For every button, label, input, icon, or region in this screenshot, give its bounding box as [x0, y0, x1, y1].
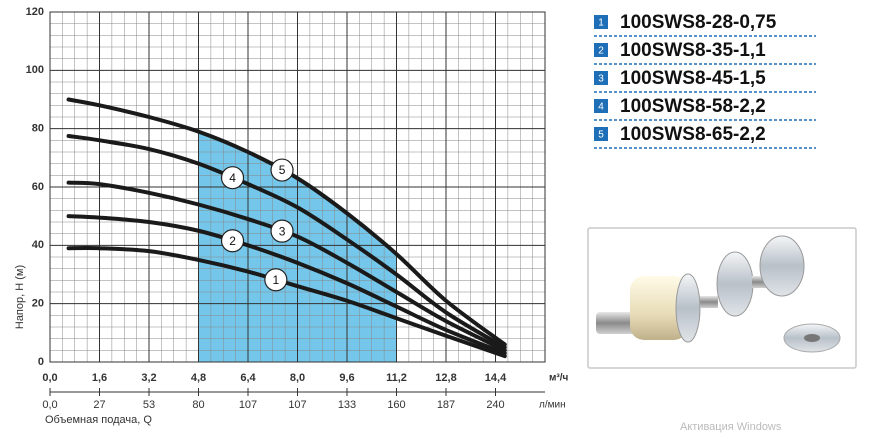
- x-tick-label: 11,2: [386, 372, 407, 384]
- curve-marker-label: 3: [279, 224, 286, 238]
- x-axis-label: Объемная подача, Q: [45, 414, 152, 426]
- x-tick-label: 8,0: [290, 372, 305, 384]
- curve-marker-label: 1: [273, 273, 280, 287]
- curve-marker: [220, 229, 245, 253]
- legend-label: 100SWS8-58-2,2: [620, 96, 766, 117]
- y-tick-label: 120: [26, 6, 44, 18]
- x2-tick-label: 0,0: [42, 399, 57, 411]
- y-tick-label: 0: [38, 356, 44, 368]
- legend-label: 100SWS8-28-0,75: [620, 12, 777, 33]
- x-tick-label: 0,0: [42, 372, 57, 384]
- curve: [66, 133, 507, 350]
- x-tick-label: 1,6: [92, 372, 107, 384]
- legend-label: 100SWS8-35-1,1: [620, 40, 766, 61]
- x-tick-label: 3,2: [141, 372, 156, 384]
- pump-photo: [587, 227, 857, 369]
- x-unit: м³/ч: [549, 373, 569, 384]
- x2-tick-label: 187: [437, 399, 455, 411]
- curve-marker: [270, 219, 294, 243]
- x2-tick-label: 160: [387, 399, 405, 411]
- legend-number: 4: [598, 102, 604, 113]
- legend-number: 3: [598, 74, 604, 85]
- x-tick-label: 6,4: [240, 372, 256, 384]
- y-tick-label: 100: [26, 64, 44, 76]
- x-tick-label: 9,6: [339, 372, 354, 384]
- curve-marker: [264, 268, 288, 292]
- legend-box: [594, 43, 608, 57]
- legend-label: 100SWS8-65-2,2: [620, 124, 766, 145]
- y-tick-label: 60: [32, 181, 44, 193]
- y-tick-label: 20: [32, 298, 44, 310]
- legend-box: [594, 71, 608, 85]
- curve-marker-label: 2: [229, 234, 236, 248]
- x2-tick-label: 107: [239, 399, 257, 411]
- x-tick-label: 12,8: [435, 372, 456, 384]
- curve-marker: [220, 166, 245, 190]
- x-tick-label: 4,8: [191, 372, 206, 384]
- legend-box: [594, 99, 608, 113]
- y-tick-label: 40: [32, 239, 44, 251]
- x2-tick-label: 27: [93, 399, 105, 411]
- watermark: Активация Windows: [680, 421, 782, 433]
- y-axis-label: Напор, H (м): [14, 265, 26, 329]
- x-tick-label: 14,4: [485, 372, 507, 384]
- x2-tick-label: 240: [486, 399, 504, 411]
- x2-tick-label: 53: [143, 399, 155, 411]
- legend-number: 1: [598, 18, 604, 29]
- curve-marker-label: 5: [279, 163, 286, 177]
- x2-tick-label: 80: [192, 399, 204, 411]
- legend-box: [594, 15, 608, 29]
- y-tick-label: 80: [32, 123, 44, 135]
- x2-tick-label: 107: [288, 399, 306, 411]
- curve-marker-label: 4: [229, 171, 236, 185]
- curve-marker: [270, 158, 294, 182]
- x2-unit: л/мин: [539, 400, 566, 411]
- legend-number: 5: [598, 130, 604, 141]
- legend-label: 100SWS8-45-1,5: [620, 68, 766, 89]
- curve: [66, 214, 507, 356]
- legend-number: 2: [598, 46, 604, 57]
- legend-box: [594, 127, 608, 141]
- x2-tick-label: 133: [338, 399, 356, 411]
